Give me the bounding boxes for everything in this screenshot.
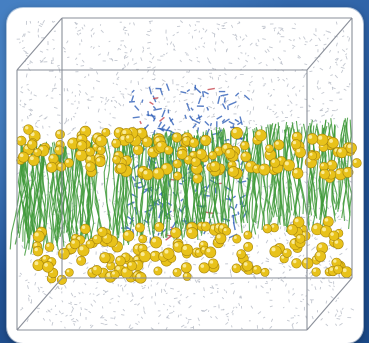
- membrane-simulation-image: [9, 17, 362, 331]
- lipid-headgroups-lower-leaflet: [32, 216, 353, 285]
- image-frame: [7, 8, 363, 343]
- simulation-box-edges: [16, 17, 353, 331]
- lipid-headgroups-upper-leaflet: [16, 124, 362, 184]
